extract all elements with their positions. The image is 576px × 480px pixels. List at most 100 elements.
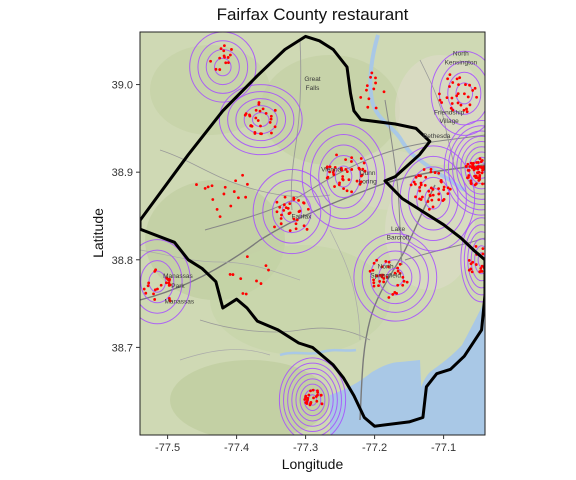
density-contour-line [430,50,485,136]
density-cluster [189,32,257,103]
restaurant-point [292,217,296,221]
density-contour-line [252,169,331,255]
restaurant-point [414,175,418,179]
restaurant-point [437,192,441,196]
density-contour-line [140,239,191,325]
density-cluster [353,233,438,322]
restaurant-point [465,107,468,111]
restaurant-point [253,132,257,135]
restaurant-point [168,277,171,281]
restaurant-point [372,281,376,285]
restaurant-point [476,161,480,164]
restaurant-point [302,201,305,205]
restaurant-point [455,77,459,81]
restaurant-point [401,275,405,279]
restaurant-point [429,170,433,174]
density-contour-line [452,130,485,206]
restaurant-point [309,389,312,393]
restaurant-point [431,193,435,197]
density-contour-line [299,383,326,417]
place-label: Springfield [370,272,401,279]
restaurant-point [428,194,432,198]
density-cluster [443,119,485,216]
restaurant-point [288,229,292,233]
restaurant-point [485,165,488,168]
restaurant-point [361,167,365,171]
place-labels: GreatFallsNorthKensingtonFriendshipVilla… [163,51,477,306]
place-label: Falls [306,85,320,92]
restaurant-point [328,170,332,174]
restaurant-point [325,166,329,170]
restaurant-point [167,283,171,287]
restaurant-point [370,71,374,75]
restaurant-point [167,297,171,300]
restaurant-point [340,168,344,172]
y-tick-label: 39.0 [112,80,133,92]
restaurant-point [480,264,484,268]
restaurant-point [359,157,363,160]
restaurant-point [316,390,320,394]
restaurant-point [474,182,478,186]
density-contour-line [424,187,443,210]
restaurant-point [244,195,248,199]
restaurant-point [369,75,372,79]
restaurant-point [341,175,345,178]
restaurant-point [479,160,483,163]
restaurant-point [451,108,455,112]
restaurant-point [146,284,150,288]
restaurant-point [273,225,276,229]
x-axis: -77.5 -77.4 -77.3 -77.2 -77.1 [155,435,456,454]
restaurant-point [333,165,337,169]
map-panel[interactable]: GreatFallsNorthKensingtonFriendshipVilla… [124,32,519,442]
restaurant-point [468,165,472,168]
restaurant-point [227,61,230,65]
restaurant-point [344,158,348,162]
density-contour-line [205,49,240,86]
density-contour-line [456,135,485,200]
restaurant-point [469,161,473,165]
place-label: Barcroft [387,235,410,242]
density-contour-line [271,190,312,234]
density-cluster [252,169,331,255]
restaurant-point [372,261,376,265]
restaurant-point [476,171,479,175]
restaurant-point [259,124,262,128]
restaurant-point [387,260,391,264]
restaurant-point [218,215,222,219]
restaurant-point [437,187,440,191]
restaurant-point [167,281,171,285]
restaurant-point [288,202,292,206]
restaurant-point [315,399,319,403]
restaurant-point [430,198,434,202]
restaurant-point [268,120,272,124]
restaurant-point [245,255,249,259]
restaurant-point [223,185,227,189]
place-label: Manassas [163,273,193,280]
restaurant-point [472,168,476,172]
place-label: Park [171,283,185,290]
restaurant-point [423,183,427,187]
restaurant-point [359,95,363,99]
restaurant-point [468,83,471,87]
restaurant-point [396,283,400,287]
restaurant-point [294,222,298,226]
restaurant-point [466,95,470,99]
restaurant-point [273,125,277,129]
restaurant-point [279,222,283,226]
restaurant-point [468,103,472,107]
place-label: Vienna [321,166,342,173]
restaurant-point [259,282,263,285]
restaurant-point [474,245,478,248]
panel-border [139,31,486,436]
restaurant-point [449,106,453,110]
density-contour-line [281,200,302,223]
density-contour-line [283,362,342,435]
restaurant-point [241,173,244,177]
restaurant-point [294,227,298,231]
restaurant-point [359,180,363,184]
restaurant-point [475,166,479,169]
restaurant-point [237,196,240,200]
restaurant-point [478,174,482,177]
restaurant-point [375,258,379,262]
restaurant-point [359,174,363,178]
